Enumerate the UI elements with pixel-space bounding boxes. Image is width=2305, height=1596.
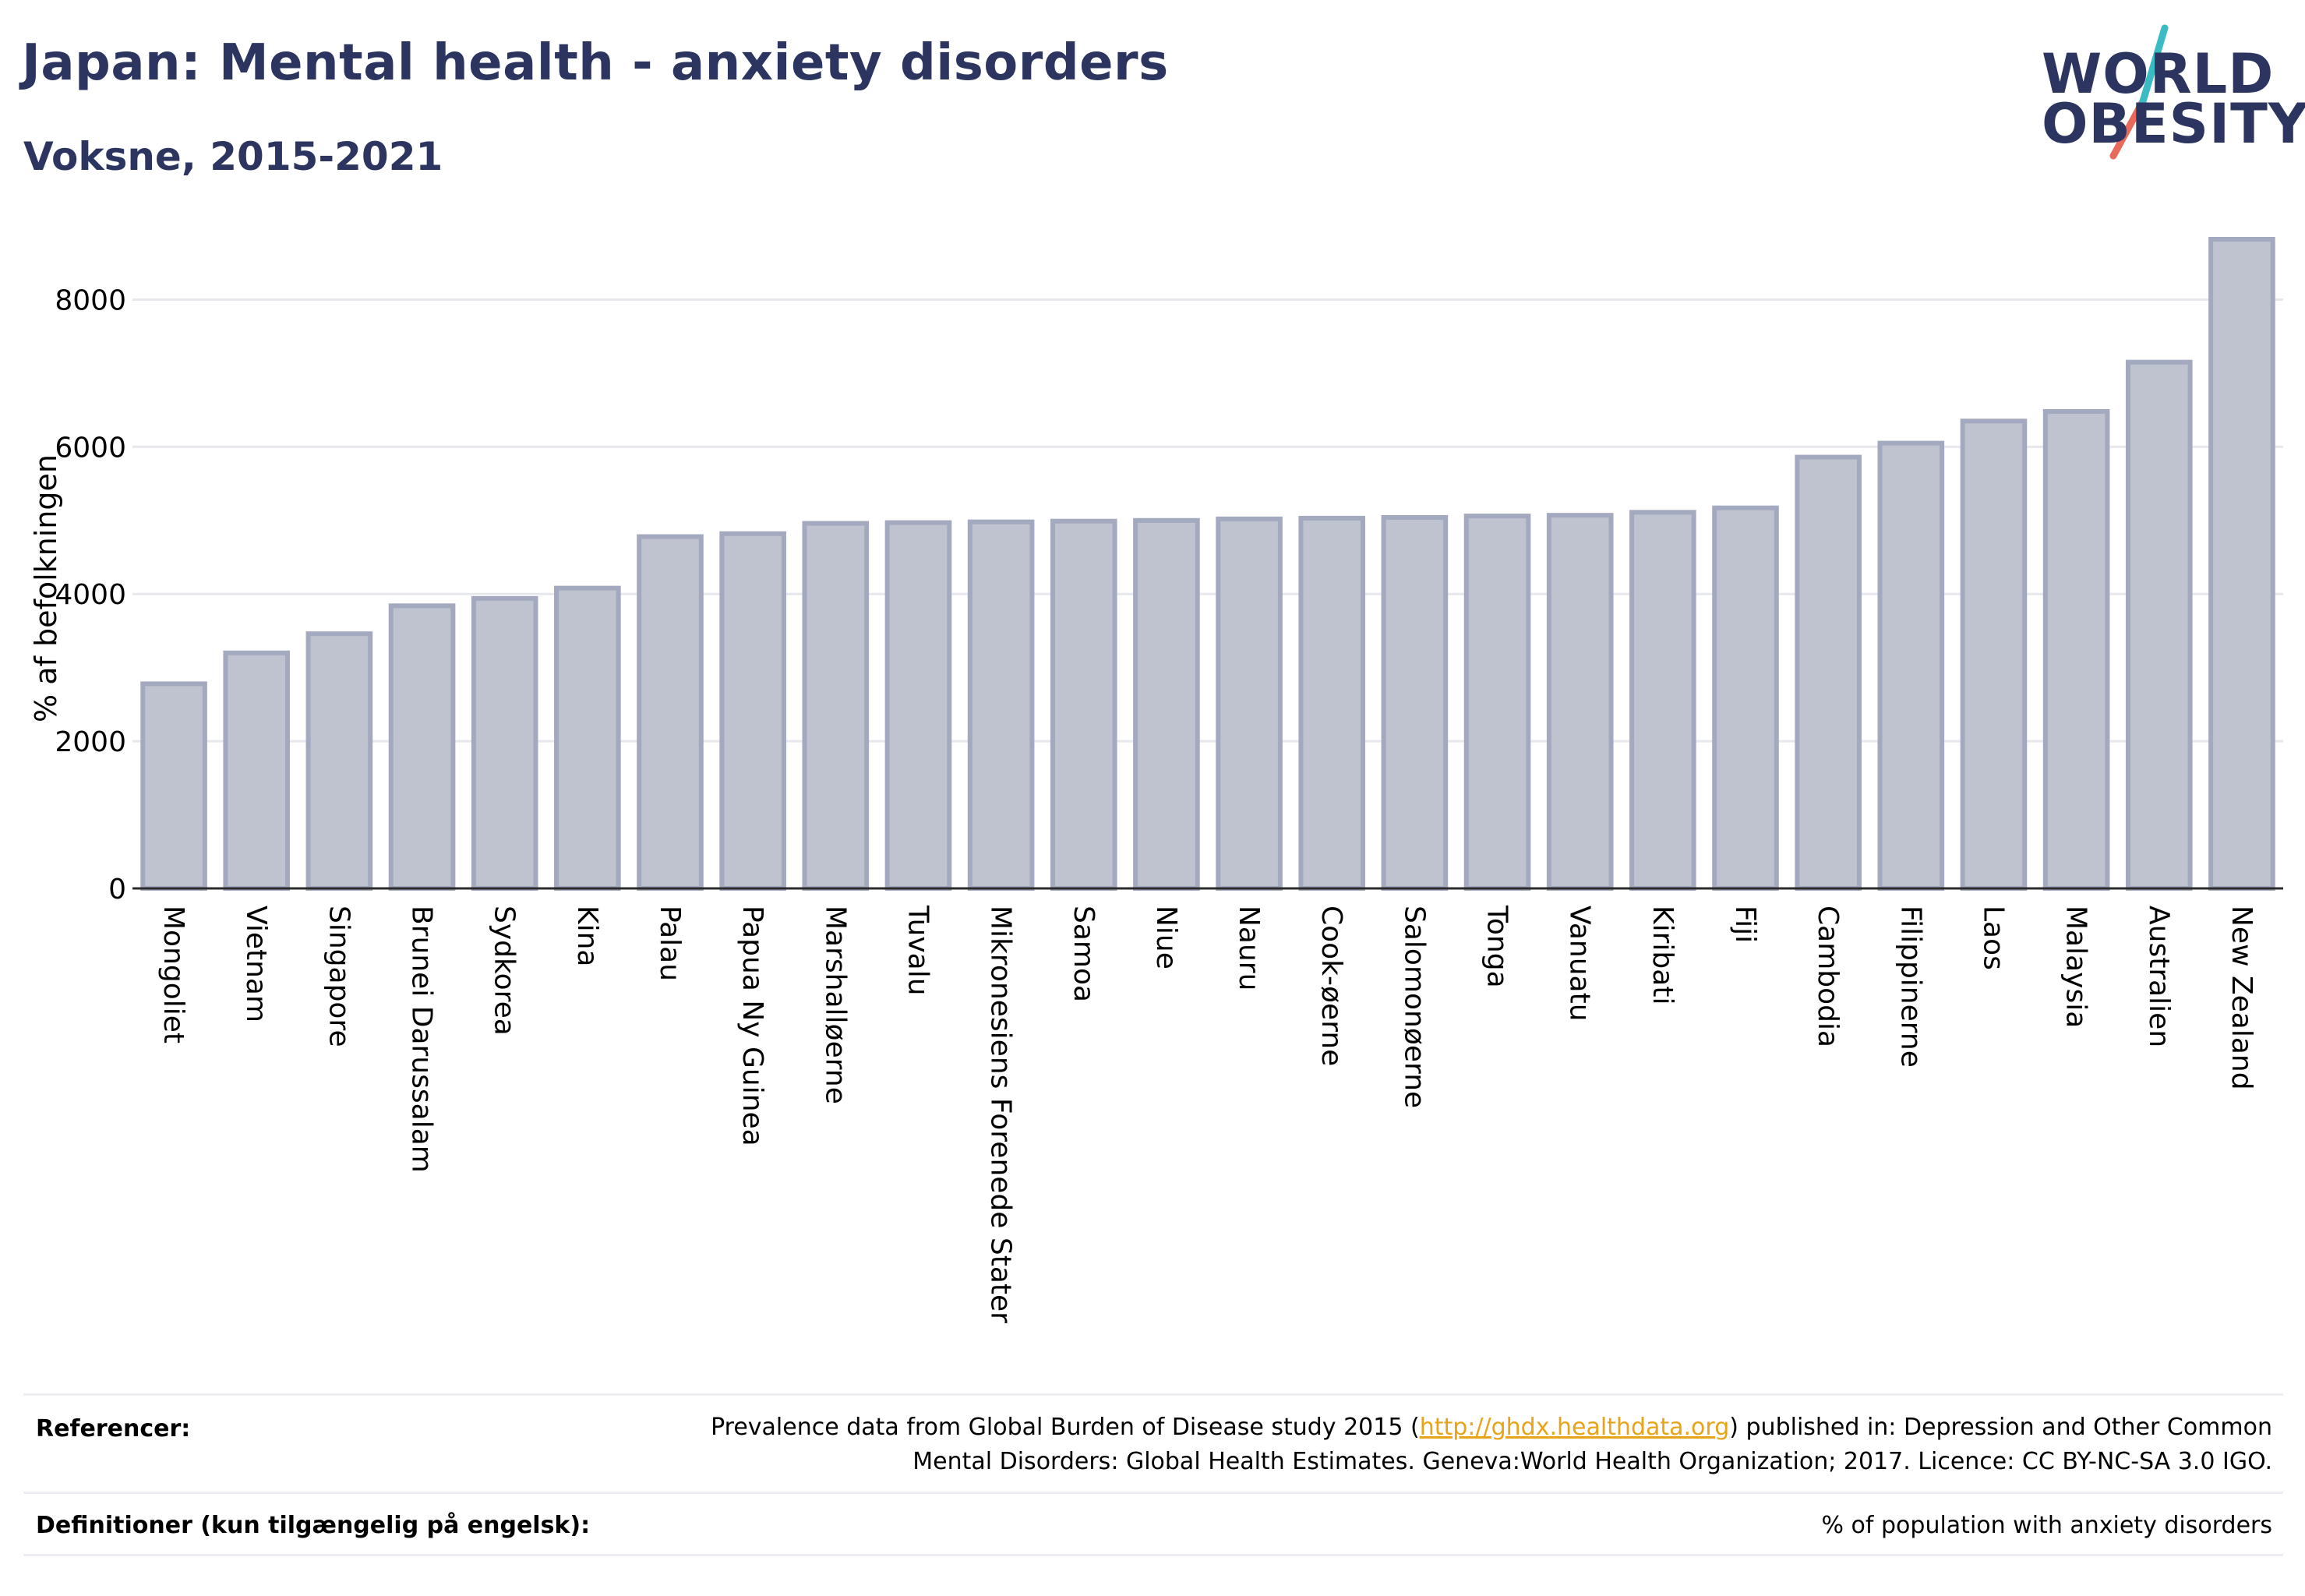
- world-obesity-logo: WORLD OBESITY: [2026, 23, 2305, 164]
- x-tick-label: Vanuatu: [1564, 906, 1596, 1022]
- logo-text-obesity: OBESITY: [2042, 92, 2305, 156]
- chart-subtitle: Voksne, 2015-2021: [23, 134, 443, 179]
- x-tick-label: New Zealand: [2226, 906, 2257, 1090]
- x-tick-label: Salomonøerne: [1398, 906, 1430, 1108]
- x-tick-label: Malaysia: [2060, 906, 2092, 1028]
- x-tick-label: Australien: [2143, 906, 2175, 1047]
- x-tick-label: Laos: [1977, 906, 2009, 970]
- bar: [1546, 513, 1614, 892]
- bar: [1133, 517, 1200, 891]
- x-tick-label: Singapore: [323, 906, 355, 1047]
- footer-divider-top: [23, 1393, 2283, 1396]
- bar: [2208, 237, 2275, 891]
- x-tick-label: Cambodia: [1812, 906, 1844, 1047]
- footer-divider-bottom: [23, 1554, 2283, 1556]
- bar: [223, 650, 291, 891]
- x-tick-label: Samoa: [1068, 906, 1100, 1002]
- bar: [1050, 518, 1117, 891]
- bar: [1712, 505, 1779, 891]
- bar: [471, 595, 538, 892]
- references-text-after: ) published in: Depression and Other Com…: [1729, 1414, 2272, 1441]
- references-link[interactable]: http://ghdx.healthdata.org: [1419, 1414, 1730, 1441]
- definitions-label: Definitioner (kun tilgængelig på engelsk…: [36, 1512, 591, 1539]
- references-section: Referencer: Prevalence data from Global …: [23, 1403, 2283, 1488]
- y-tick-label: 4000: [55, 579, 126, 611]
- bar-chart: 0 2000 4000 6000 8000 Mongoliet Vietnam Singap…: [29, 237, 2283, 1323]
- x-tick-label: Vietnam: [240, 906, 272, 1022]
- bar: [1629, 510, 1696, 892]
- bar: [1381, 515, 1449, 891]
- bar: [2125, 359, 2193, 891]
- x-tick-label: Cook-øerne: [1315, 906, 1347, 1066]
- x-tick-label: Nauru: [1233, 906, 1265, 990]
- x-tick-label: Filippinerne: [1894, 906, 1926, 1068]
- bar: [1216, 516, 1283, 892]
- x-tick-label: Tuvalu: [902, 905, 934, 996]
- y-tick-label: 6000: [55, 432, 126, 464]
- bar: [719, 531, 786, 891]
- references-text-before: Prevalence data from Global Burden of Di…: [711, 1414, 1420, 1441]
- bar: [1877, 440, 1945, 891]
- bar: [802, 521, 870, 891]
- bar: [1463, 514, 1531, 891]
- references-line2: Mental Disorders: Global Health Estimate…: [912, 1448, 2272, 1475]
- x-tick-label: Niue: [1150, 906, 1182, 969]
- bar: [637, 534, 704, 891]
- bar: [1795, 454, 1862, 891]
- x-tick-label: Kiribati: [1647, 906, 1678, 1005]
- bar: [967, 519, 1035, 892]
- definitions-text: % of population with anxiety disorders: [1821, 1512, 2272, 1539]
- x-tick-label: Palau: [654, 906, 686, 981]
- x-tick-label: Brunei Darussalam: [406, 906, 438, 1173]
- bar: [554, 585, 621, 892]
- references-text: Prevalence data from Global Burden of Di…: [711, 1411, 2272, 1479]
- bar: [388, 603, 456, 891]
- bar: [2042, 409, 2110, 891]
- logo-slash-icon: [2109, 24, 2169, 160]
- x-tick-label: Kina: [571, 906, 603, 967]
- bar: [140, 681, 207, 891]
- x-tick-label: Mikronesiens Forenede Stater: [985, 906, 1017, 1323]
- x-tick-labels: Mongoliet Vietnam Singapore Brunei Darussal…: [157, 905, 2257, 1323]
- footer-divider-mid: [23, 1492, 2283, 1494]
- x-tick-label: Papua Ny Guinea: [736, 906, 768, 1146]
- y-tick-label: 2000: [55, 726, 126, 758]
- x-tick-label: Fiji: [1729, 906, 1761, 943]
- x-tick-label: Marshalløerne: [819, 906, 851, 1104]
- logo-text-world: WORLD: [2042, 42, 2275, 106]
- x-tick-label: Mongoliet: [157, 906, 189, 1043]
- y-tick-label: 8000: [55, 284, 126, 316]
- y-tick-label: 0: [108, 874, 126, 906]
- bars: [140, 237, 2275, 892]
- y-tick-labels: 0 2000 4000 6000 8000: [55, 284, 126, 906]
- bar: [884, 520, 952, 891]
- x-tick-label: Tonga: [1481, 905, 1513, 988]
- x-tick-label: Sydkorea: [489, 906, 521, 1036]
- bar: [1960, 418, 2028, 891]
- definitions-section: Definitioner (kun tilgængelig på engelsk…: [23, 1496, 2283, 1551]
- y-axis-label: % af befolkningen: [29, 454, 63, 722]
- chart-title: Japan: Mental health - anxiety disorders: [22, 34, 1169, 92]
- bar: [1298, 515, 1366, 891]
- bar: [305, 631, 373, 891]
- references-label: Referencer:: [36, 1415, 191, 1442]
